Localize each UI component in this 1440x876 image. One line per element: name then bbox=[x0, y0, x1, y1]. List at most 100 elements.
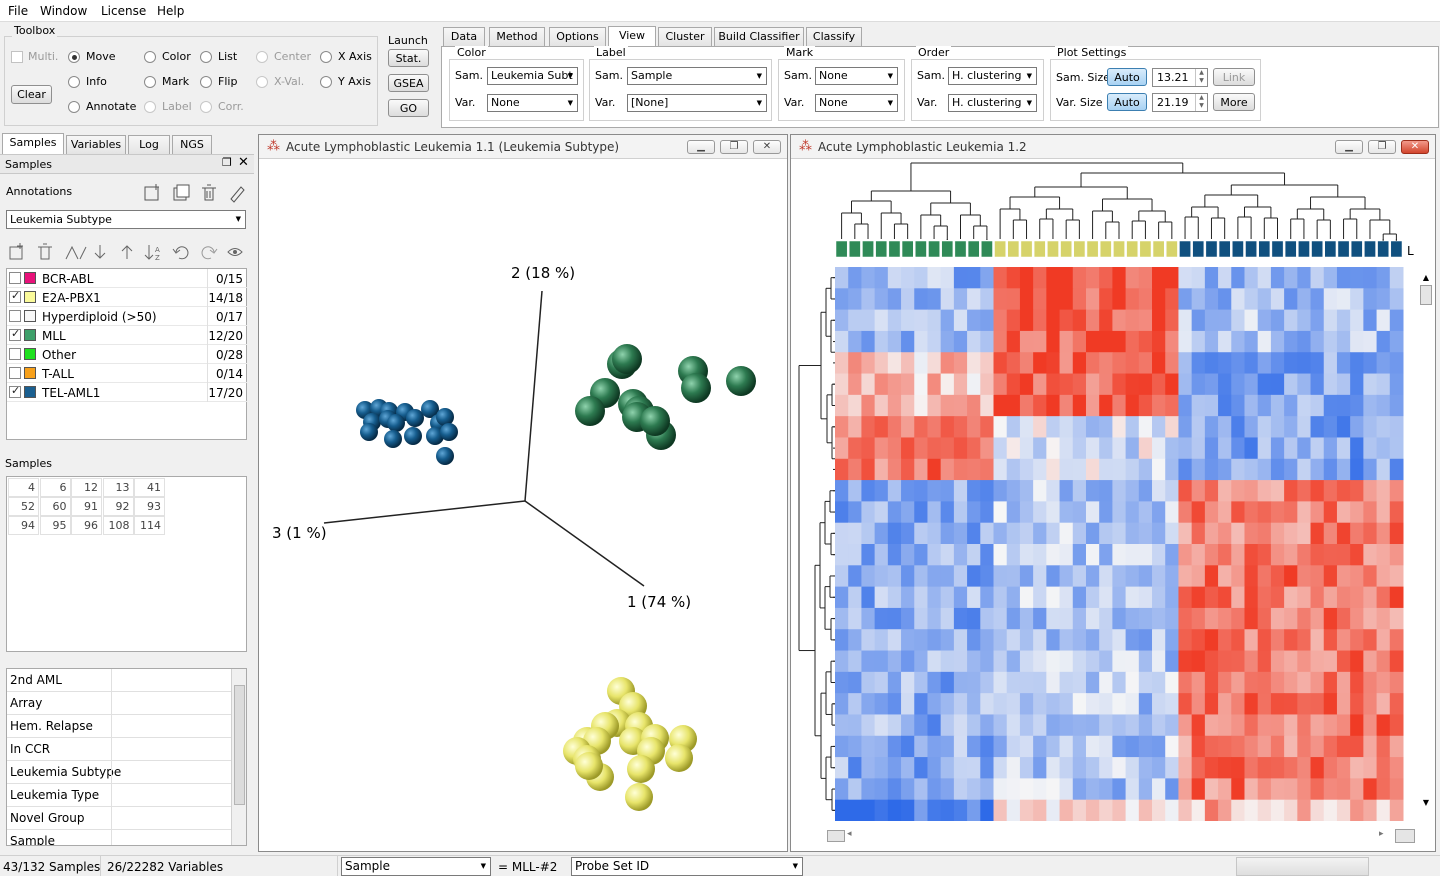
group-row[interactable]: BCR-ABL 0/15 bbox=[7, 269, 247, 288]
left-tab-ngs[interactable]: NGS bbox=[172, 135, 212, 154]
stat-button[interactable]: Stat. bbox=[388, 49, 429, 67]
mll-sample-point[interactable] bbox=[726, 366, 756, 396]
sample-group-color-cell[interactable] bbox=[1099, 240, 1112, 258]
sample-group-color-cell[interactable] bbox=[1179, 240, 1191, 258]
property-row[interactable]: Leukemia Subtype bbox=[7, 761, 231, 784]
property-row[interactable]: 2nd AML bbox=[7, 669, 231, 692]
tab-classify[interactable]: Classify bbox=[806, 27, 862, 46]
e2a-pbx1-sample-point[interactable] bbox=[575, 752, 603, 780]
group-visibility-checkbox[interactable] bbox=[9, 310, 21, 322]
property-row[interactable]: Novel Group bbox=[7, 807, 231, 830]
color-var-select[interactable]: None bbox=[487, 94, 578, 112]
var-size-spin-arrows[interactable]: ▲ ▼ bbox=[1195, 94, 1207, 111]
xaxis-radio[interactable] bbox=[320, 51, 332, 63]
sample-group-color-cell[interactable] bbox=[981, 240, 993, 258]
sample-group-color-cell[interactable] bbox=[994, 240, 1006, 258]
flip-radio[interactable] bbox=[200, 76, 212, 88]
close-dock-icon[interactable]: ✕ bbox=[238, 155, 249, 170]
undo-icon[interactable] bbox=[172, 246, 189, 260]
tab-view[interactable]: View bbox=[608, 26, 656, 47]
color-radio[interactable] bbox=[144, 51, 156, 63]
sample-id-cell[interactable]: 6 bbox=[39, 478, 71, 497]
property-row[interactable]: Hem. Relapse bbox=[7, 715, 231, 738]
pca-plot[interactable]: 2 (18 %) 3 (1 %) 1 (74 %) bbox=[265, 161, 781, 847]
scroll-down-arrow[interactable]: ▼ bbox=[1422, 798, 1430, 807]
menu-window[interactable]: Window bbox=[40, 4, 88, 18]
e2a-pbx1-sample-point[interactable] bbox=[625, 783, 653, 811]
sample-id-cell[interactable]: 114 bbox=[134, 516, 165, 535]
order-var-select[interactable]: H. clustering bbox=[948, 94, 1037, 112]
tel-aml1-sample-point[interactable] bbox=[436, 408, 454, 426]
go-button[interactable]: GO bbox=[388, 99, 429, 117]
sample-group-color-cell[interactable] bbox=[941, 240, 954, 258]
sample-id-cell[interactable]: 108 bbox=[102, 516, 134, 535]
tel-aml1-sample-point[interactable] bbox=[384, 430, 402, 448]
sample-id-cell[interactable]: 41 bbox=[134, 478, 165, 497]
tab-options[interactable]: Options bbox=[549, 27, 606, 46]
heatmap-corner-grip[interactable] bbox=[1395, 829, 1415, 843]
sample-group-color-cell[interactable] bbox=[967, 240, 980, 258]
heatmap-close-button[interactable]: ✕ bbox=[1401, 140, 1429, 154]
tab-cluster[interactable]: Cluster bbox=[658, 27, 712, 46]
group-row[interactable]: TEL-AML1 17/20 bbox=[7, 383, 247, 402]
tel-aml1-sample-point[interactable] bbox=[436, 447, 454, 465]
corr-radio[interactable] bbox=[200, 101, 212, 113]
list-radio[interactable] bbox=[200, 51, 212, 63]
left-tab-samples[interactable]: Samples bbox=[2, 133, 64, 154]
var-size-auto-button[interactable]: Auto bbox=[1107, 93, 1147, 111]
group-visibility-checkbox[interactable] bbox=[9, 384, 21, 398]
sample-id-cell[interactable]: 60 bbox=[39, 497, 71, 516]
left-tab-variables[interactable]: Variables bbox=[66, 135, 126, 154]
auto-color-icon[interactable] bbox=[65, 245, 87, 260]
group-row[interactable]: T-ALL 0/14 bbox=[7, 364, 247, 383]
heatmap-plot[interactable]: L bbox=[797, 161, 1419, 821]
label-radio[interactable] bbox=[144, 101, 156, 113]
visibility-icon[interactable] bbox=[227, 248, 243, 256]
sample-group-color-cell[interactable] bbox=[1020, 240, 1033, 258]
color-sam-select[interactable]: Leukemia Subt bbox=[487, 67, 578, 85]
mll-sample-point[interactable] bbox=[575, 396, 605, 426]
e2a-pbx1-sample-point[interactable] bbox=[627, 755, 655, 783]
mll-sample-point[interactable] bbox=[612, 344, 642, 374]
menu-help[interactable]: Help bbox=[157, 4, 185, 18]
sample-group-color-cell[interactable] bbox=[1218, 240, 1231, 258]
sample-group-color-cell[interactable] bbox=[1113, 240, 1125, 258]
redo-icon[interactable] bbox=[201, 246, 218, 260]
heatmap-hscrollbar[interactable]: ◂ ▸ bbox=[827, 829, 1387, 843]
sample-group-color-cell[interactable] bbox=[1232, 240, 1244, 258]
sample-group-color-cell[interactable] bbox=[1271, 240, 1284, 258]
sample-id-cell[interactable]: 95 bbox=[39, 516, 71, 535]
group-row[interactable]: Other 0/28 bbox=[7, 345, 247, 364]
sample-group-color-cell[interactable] bbox=[1350, 240, 1363, 258]
property-row[interactable]: In CCR bbox=[7, 738, 231, 761]
sample-group-color-cell[interactable] bbox=[928, 240, 940, 258]
sam-size-auto-button[interactable]: Auto bbox=[1107, 68, 1147, 86]
heatmap-minimize-button[interactable]: ▁ bbox=[1335, 140, 1363, 154]
var-size-spinbox[interactable]: 21.19 ▲ ▼ bbox=[1152, 93, 1208, 112]
sam-size-spinbox[interactable]: 13.21 ▲ ▼ bbox=[1152, 68, 1208, 87]
scroll-left-arrow[interactable]: ◂ bbox=[847, 829, 852, 839]
move-up-icon[interactable] bbox=[121, 245, 133, 259]
group-visibility-checkbox[interactable] bbox=[9, 327, 21, 341]
status-sample-select[interactable]: Sample bbox=[341, 857, 491, 876]
sample-group-color-cell[interactable] bbox=[1060, 240, 1073, 258]
sample-group-color-cell[interactable] bbox=[848, 240, 861, 258]
sample-group-color-cell[interactable] bbox=[1126, 240, 1139, 258]
sample-id-cell[interactable]: 13 bbox=[102, 478, 134, 497]
pca-restore-button[interactable]: ❐ bbox=[720, 140, 748, 154]
status-probe-select[interactable]: Probe Set ID bbox=[571, 857, 803, 876]
property-row[interactable]: Sample bbox=[7, 830, 231, 845]
group-color-swatch[interactable] bbox=[24, 386, 36, 398]
order-sam-select[interactable]: H. clustering bbox=[948, 67, 1037, 85]
sample-group-color-cell[interactable] bbox=[875, 240, 888, 258]
tel-aml1-sample-point[interactable] bbox=[406, 409, 424, 427]
sample-group-color-cell[interactable] bbox=[1364, 240, 1376, 258]
tel-aml1-sample-point[interactable] bbox=[387, 414, 405, 432]
xval-radio[interactable] bbox=[256, 76, 268, 88]
sample-group-color-cell[interactable] bbox=[1337, 240, 1350, 258]
sample-id-cell[interactable]: 52 bbox=[8, 497, 39, 516]
move-down-icon[interactable] bbox=[94, 245, 106, 259]
property-scrollbar[interactable] bbox=[231, 669, 246, 845]
sample-id-cell[interactable]: 96 bbox=[71, 516, 102, 535]
info-radio[interactable] bbox=[68, 76, 80, 88]
